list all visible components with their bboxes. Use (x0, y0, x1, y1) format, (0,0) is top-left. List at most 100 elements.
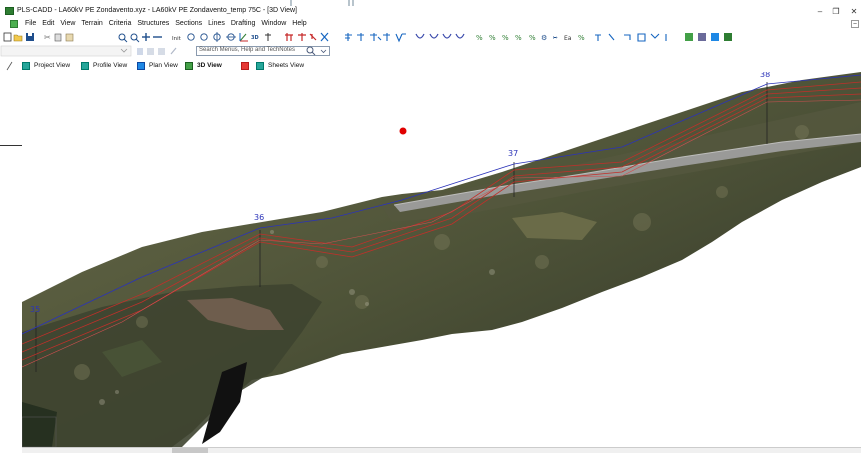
svg-text:ꔜ: ꔜ (553, 34, 558, 42)
menu-lines[interactable]: Lines (208, 20, 225, 27)
svg-text:Ea: Ea (564, 35, 572, 42)
svg-text:✂: ✂ (44, 33, 51, 42)
rotate-left-icon (187, 33, 195, 41)
disabled-tools (0, 45, 177, 57)
rotate-right-icon (200, 33, 208, 41)
menu-help[interactable]: Help (292, 20, 307, 27)
tab-label: Sheets View (268, 62, 305, 69)
3d-view-icon (185, 61, 193, 70)
menu-window[interactable]: Window (261, 20, 287, 27)
tab-label: 3D View (197, 62, 222, 69)
svg-text:3D: 3D (251, 35, 259, 41)
new-file-icon (3, 32, 12, 42)
svg-text:%: % (515, 34, 522, 42)
tab-3d-view[interactable]: 3D View (185, 60, 222, 71)
menu-items: File Edit View Terrain Criteria Structur… (22, 20, 310, 27)
profile-view-icon (81, 61, 89, 70)
menu-sections[interactable]: Sections (175, 20, 203, 27)
desktop-mark (352, 0, 354, 6)
open-folder-icon (13, 34, 23, 42)
app-logo-icon (5, 7, 14, 15)
window-title: PLS-CADD - LA60kV PE Zondavento.xyz - LA… (17, 7, 298, 14)
search-icon[interactable] (305, 46, 329, 56)
pan-vertical-icon (226, 33, 236, 41)
structure-label-38: 38 (760, 72, 770, 79)
save-icon (26, 33, 34, 41)
3d-viewport[interactable]: 36 37 38 35 (22, 72, 861, 447)
selection-marker (399, 127, 407, 135)
menu-file[interactable]: File (25, 20, 37, 27)
field-patch (512, 212, 597, 240)
shield-wire (22, 74, 861, 335)
tab-label: Profile View (93, 62, 128, 69)
menu-terrain[interactable]: Terrain (81, 20, 103, 27)
pan-icon (213, 32, 221, 42)
svg-text:%: % (529, 34, 536, 42)
tab-label: Project View (34, 62, 71, 69)
terrain-scene[interactable]: 36 37 38 35 (22, 72, 861, 447)
field-patch (102, 340, 162, 377)
conductor (22, 93, 861, 361)
search-input[interactable]: Search Menus, Help and TechNotes (196, 46, 330, 56)
line-tools (595, 33, 667, 42)
svg-text:%: % (476, 34, 483, 42)
search-placeholder: Search Menus, Help and TechNotes (199, 47, 295, 53)
menu-bar: File Edit View Terrain Criteria Structur… (0, 19, 861, 30)
3d-toggle-icon: 3D (251, 35, 259, 41)
view-tabs: Project View Profile View Plan View 3D V… (0, 59, 861, 73)
tab-scroll-icon[interactable] (6, 61, 24, 71)
scrollbar-thumb[interactable] (172, 448, 208, 453)
close-button[interactable]: ✕ (850, 7, 858, 16)
structure-label-35: 35 (30, 305, 40, 314)
structure-label-36: 36 (254, 213, 264, 222)
axis-icon (239, 33, 248, 42)
paste-icon (65, 33, 74, 42)
left-frame (0, 72, 22, 452)
desktop-mark (348, 0, 350, 6)
tab-plan-view[interactable]: Plan View (137, 60, 178, 71)
svg-text:%: % (489, 34, 496, 42)
conductor (22, 99, 861, 368)
svg-text:%: % (502, 34, 509, 42)
desktop-strip (0, 0, 861, 6)
minimize-button[interactable]: – (817, 7, 823, 16)
terrain-texture-light (99, 230, 495, 405)
cliff-shadow (202, 362, 247, 444)
init-button: Init (172, 36, 182, 42)
zoom-plus-icon (142, 33, 150, 41)
percent-tools: %%%%% ⚙ ꔜ Ea% (476, 34, 585, 42)
color-view-tools (685, 33, 732, 41)
close-tab-icon (241, 61, 249, 70)
catenary-tools (415, 33, 465, 39)
project-view-icon (22, 61, 30, 70)
menu-edit[interactable]: Edit (42, 20, 55, 27)
horizontal-scrollbar[interactable] (22, 447, 861, 453)
menu-drafting[interactable]: Drafting (230, 20, 256, 27)
sheets-view-icon (256, 61, 264, 70)
cliff-shadow (22, 402, 57, 447)
tab-sheets-view[interactable]: Sheets View (256, 60, 304, 71)
conductor (22, 81, 861, 345)
zoom-out-icon (130, 33, 140, 43)
menu-view[interactable]: View (60, 20, 76, 27)
tab-close-button[interactable] (241, 60, 249, 71)
copy-icon (54, 33, 62, 42)
main-toolbar: ✂ 3D (0, 31, 861, 43)
svg-text:⚙: ⚙ (541, 34, 547, 42)
view-corner-frame (22, 416, 57, 447)
plan-view-icon (137, 61, 145, 70)
cut-icon: ✂ (44, 33, 51, 42)
document-icon[interactable] (10, 20, 18, 28)
conductor (22, 87, 861, 353)
title-bar: PLS-CADD - LA60kV PE Zondavento.xyz - LA… (0, 6, 861, 17)
menu-criteria[interactable]: Criteria (108, 20, 132, 27)
tab-profile-view[interactable]: Profile View (81, 60, 127, 71)
menu-structures[interactable]: Structures (137, 20, 170, 27)
terrain-texture (74, 125, 809, 380)
tab-project-view[interactable]: Project View (22, 60, 70, 71)
road-edge (393, 133, 861, 206)
mdi-minimize-button[interactable]: – (851, 20, 859, 28)
tab-label: Plan View (149, 62, 178, 69)
restore-button[interactable]: ❐ (832, 7, 840, 16)
structure-label-37: 37 (508, 149, 518, 158)
